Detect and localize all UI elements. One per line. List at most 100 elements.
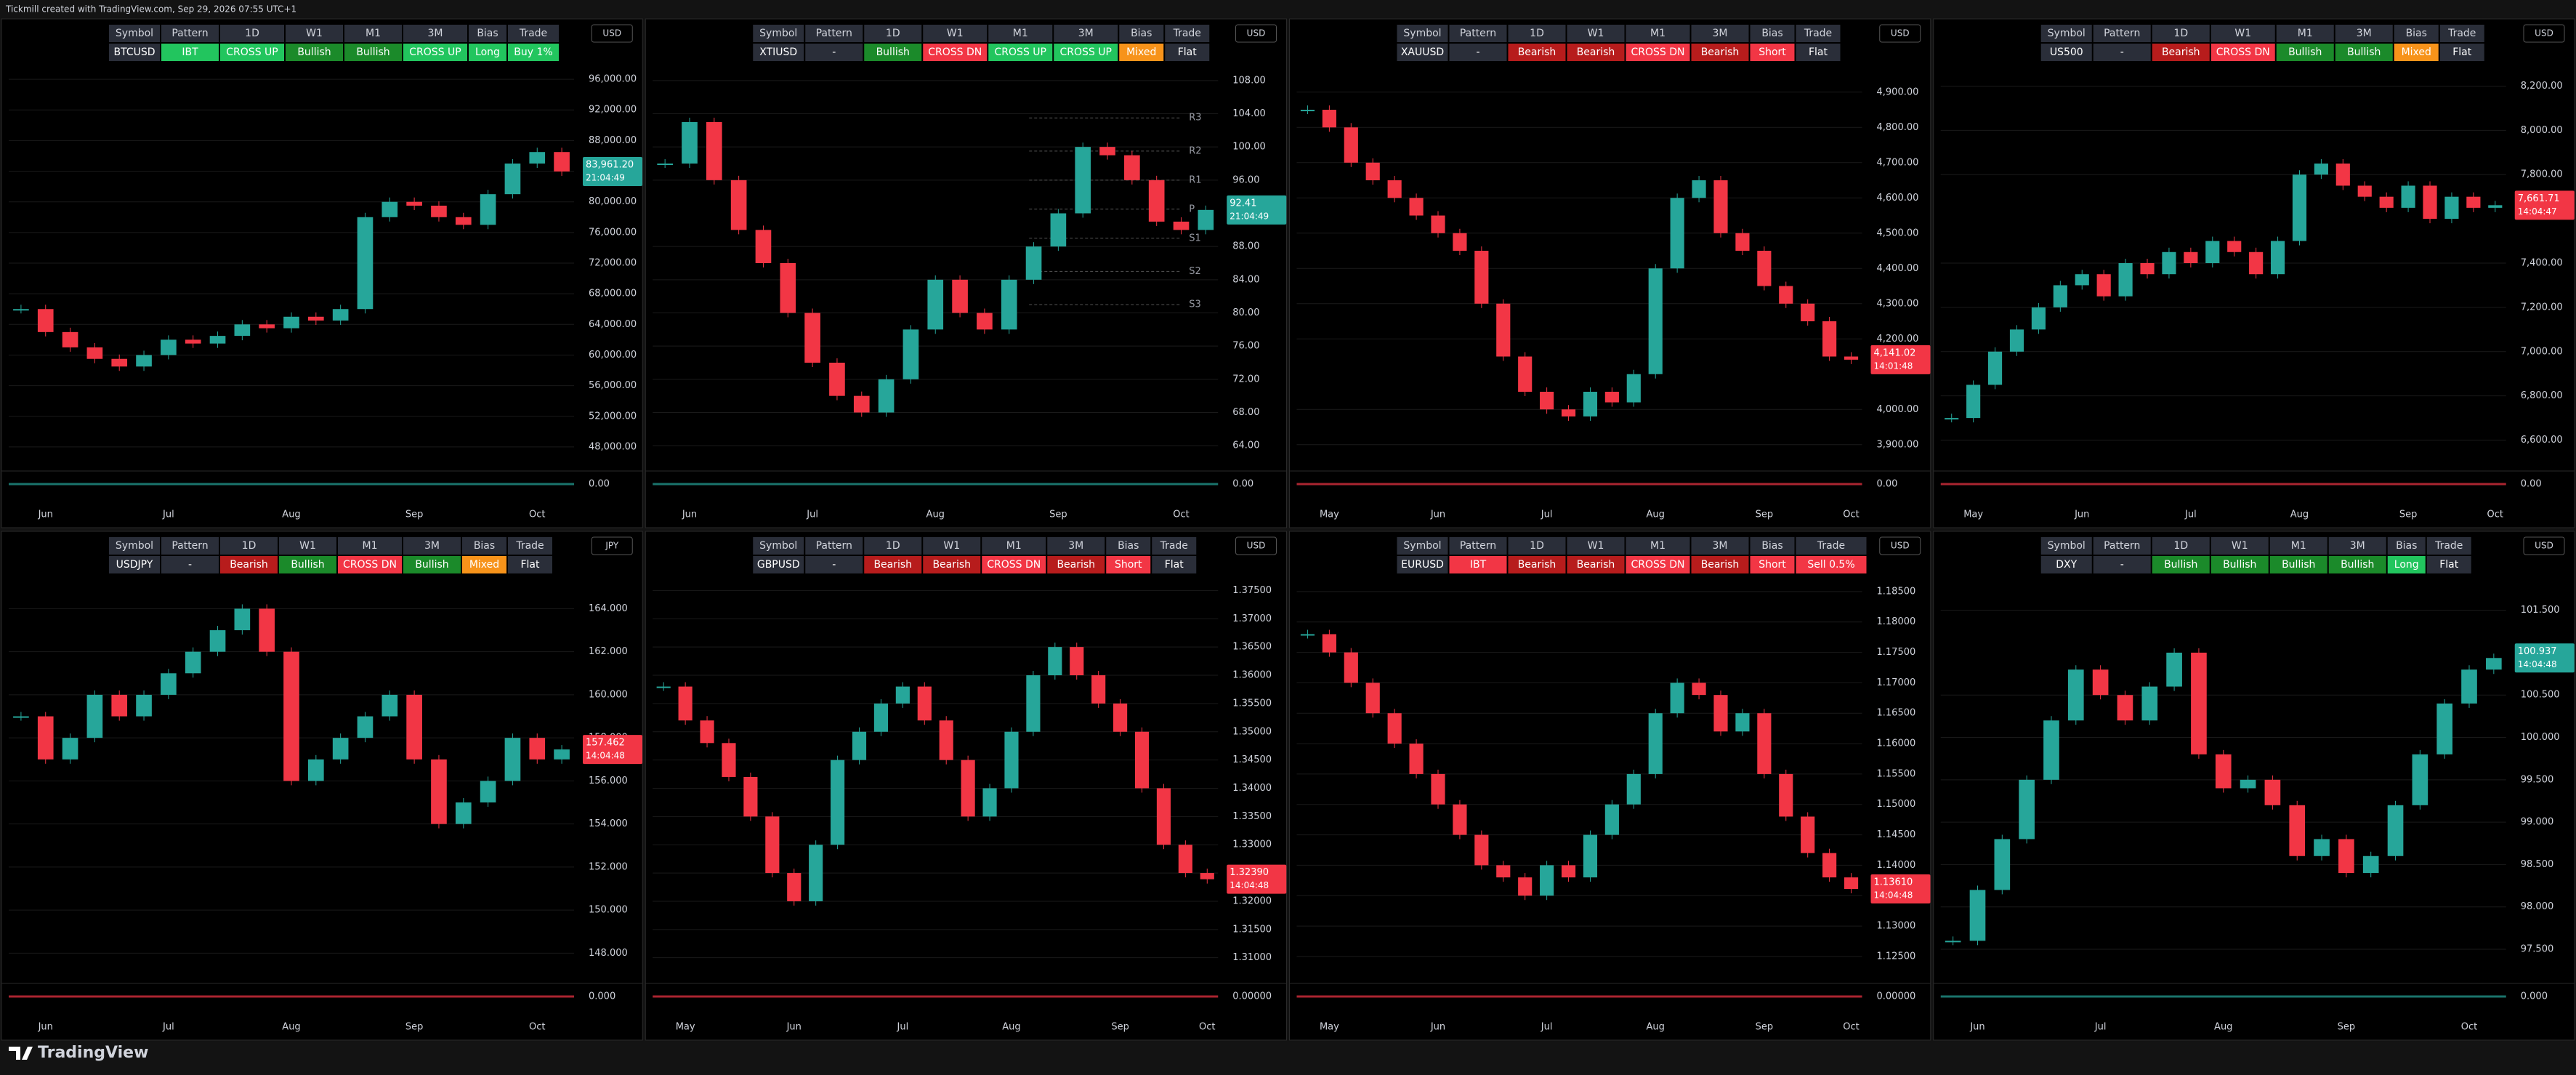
candle: [2444, 196, 2459, 220]
price-tag-label: 92.41: [1230, 198, 1256, 209]
table-cell-text: IBT: [1470, 559, 1487, 571]
table-cell: [1691, 556, 1749, 573]
table-header-text: 1D: [886, 28, 900, 39]
pivot-label: R1: [1189, 174, 1201, 185]
table-cell: [286, 44, 343, 61]
table-header-text: Pattern: [171, 28, 208, 39]
table-header-cell: [1626, 25, 1690, 42]
footer-brand[interactable]: TradingView: [38, 1044, 148, 1062]
y-tick-label: 100.00: [1232, 142, 1266, 153]
y-tick-label: 48,000.00: [589, 441, 637, 452]
table-header-cell: [2276, 25, 2334, 42]
table-header-text: Symbol: [759, 28, 797, 39]
indicator-label: 0.00: [1232, 479, 1253, 490]
candle: [1945, 941, 1961, 943]
price-countdown: 21:04:49: [1230, 211, 1269, 221]
candle: [86, 694, 103, 738]
table-cell: [864, 556, 922, 573]
candle: [1200, 873, 1214, 879]
candle: [2466, 196, 2481, 208]
table-header-text: Trade: [2447, 28, 2476, 39]
table-cell-text: CROSS DN: [987, 559, 1041, 571]
table-header-text: Bias: [1761, 540, 1782, 552]
candle: [2357, 185, 2372, 197]
table-cell: [1165, 44, 1210, 61]
price-tag-label: 1.13610: [1874, 877, 1913, 888]
candle: [1474, 834, 1489, 866]
candle: [2486, 658, 2502, 670]
x-tick-label: Sep: [1756, 510, 1774, 520]
y-tick-label: 164.000: [589, 603, 628, 614]
currency-label: USD: [2535, 541, 2553, 551]
candle: [743, 776, 758, 817]
y-tick-label: 7,000.00: [2521, 346, 2563, 357]
table-header-text: 3M: [428, 28, 443, 39]
y-tick-label: 76.00: [1232, 341, 1259, 352]
table-cell-text: US500: [2050, 47, 2083, 58]
table-cell: [2276, 44, 2334, 61]
y-tick-label: 98.000: [2521, 901, 2554, 912]
table-header-cell: [1106, 537, 1151, 555]
table-header-text: 1D: [245, 28, 259, 39]
price-countdown: 14:04:48: [2518, 659, 2557, 669]
chart-panel: 48,000.00 52,000.00 56,000.00 60,000.00 64,0…: [1, 18, 643, 528]
table-header-text: 1D: [886, 540, 900, 552]
candle: [1075, 147, 1091, 214]
candle: [1692, 683, 1706, 696]
y-tick-label: 1.31500: [1232, 924, 1272, 935]
candle: [2488, 205, 2503, 208]
candle: [13, 716, 29, 718]
table-header-cell: [2093, 537, 2151, 555]
table-cell: [1796, 44, 1841, 61]
price-tag: [2514, 643, 2575, 673]
table-cell: [2210, 556, 2269, 573]
y-tick-label: 96,000.00: [589, 74, 637, 85]
candle: [682, 121, 698, 164]
table-header-text: Trade: [519, 28, 547, 39]
table-header-text: W1: [299, 540, 316, 552]
table-header-cell: [1397, 25, 1448, 42]
table-cell-text: Mixed: [469, 559, 499, 571]
y-tick-label: 99.000: [2521, 817, 2554, 828]
candle: [308, 759, 324, 781]
y-tick-label: 64,000.00: [589, 319, 637, 330]
table-header-cell: [161, 537, 219, 555]
candle: [852, 731, 867, 760]
table-header-cell: [753, 25, 804, 42]
table-header-text: Bias: [2396, 540, 2417, 552]
chart-panel: 1.310001.315001.320001.325001.330001.335…: [645, 531, 1287, 1041]
candle: [1945, 418, 1959, 420]
table-cell-text: Bullish: [2282, 559, 2315, 571]
table-cell: [220, 556, 278, 573]
candle: [283, 651, 299, 781]
x-tick-label: Aug: [282, 1022, 300, 1033]
y-tick-label: 101.500: [2521, 605, 2560, 616]
table-cell: [988, 44, 1053, 61]
table-header-text: Bias: [474, 540, 495, 552]
table-header-text: M1: [1006, 540, 1022, 552]
currency-label: USD: [1247, 541, 1266, 551]
table-header-text: M1: [366, 28, 381, 39]
candle: [2379, 196, 2394, 208]
candle: [136, 355, 152, 367]
table-header-cell: [1691, 537, 1749, 555]
candle: [504, 738, 521, 781]
table-cell-text: Bearish: [1577, 47, 1615, 58]
table-cell-text: Bullish: [2347, 47, 2381, 58]
y-tick-label: 1.37500: [1232, 585, 1272, 596]
table-header-text: 3M: [1713, 540, 1728, 552]
table-cell: [982, 556, 1046, 573]
candle: [2240, 779, 2256, 789]
candle: [2191, 652, 2207, 754]
table-header-cell: [805, 537, 863, 555]
y-tick-label: 100.000: [2521, 732, 2560, 743]
pivot-label: R2: [1189, 145, 1201, 156]
table-header-text: W1: [2232, 540, 2248, 552]
candle: [961, 760, 975, 817]
candle: [1124, 155, 1140, 180]
table-cell-text: Bullish: [2341, 559, 2374, 571]
table-header-text: W1: [1588, 28, 1604, 39]
table-cell-text: -: [2120, 559, 2124, 571]
table-cell: [161, 44, 219, 61]
